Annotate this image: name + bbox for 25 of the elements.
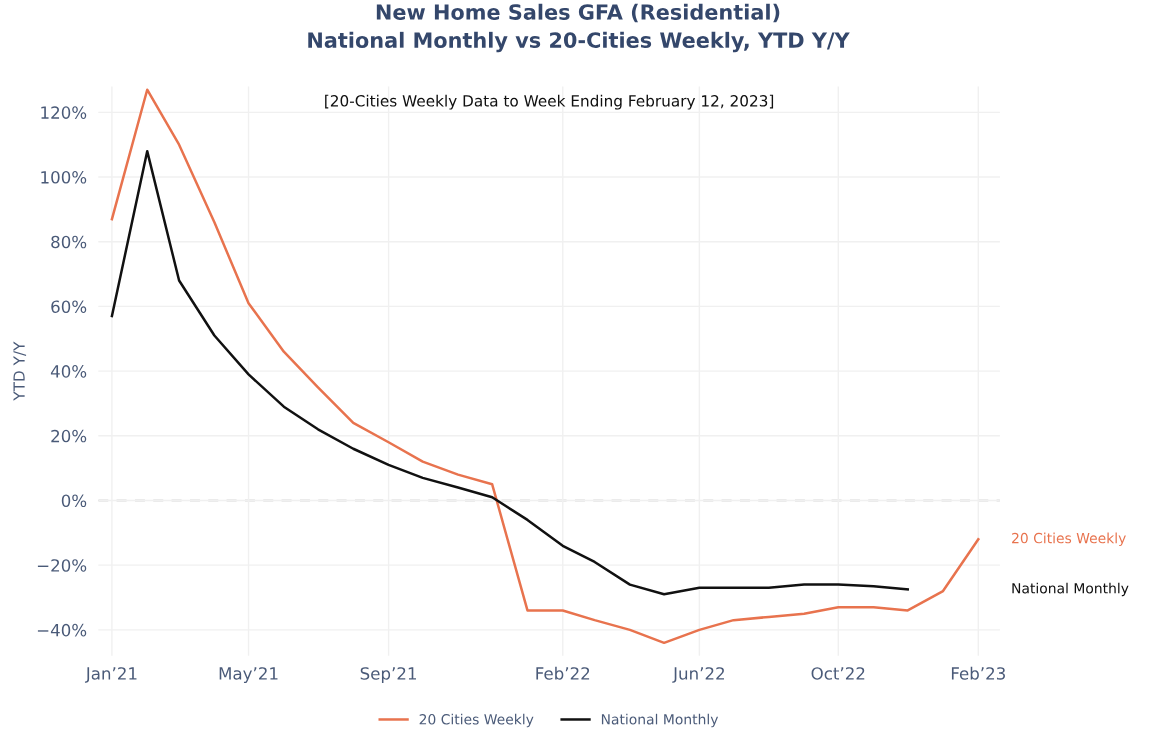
line-series (110, 149, 909, 596)
y-tick-label: 100% (41, 171, 87, 184)
x-tick-label: May’21 (219, 667, 278, 683)
text: 20 Cities Weekly (1012, 532, 1126, 547)
x-tick-label: Sep’21 (360, 667, 416, 683)
y-tick-label: 60% (51, 300, 87, 313)
text: National Monthly (1012, 582, 1129, 597)
y-tick-label: 80% (51, 235, 87, 249)
x-tick-label: Oct’22 (811, 667, 865, 680)
legend-label: 20 Cities Weekly (419, 713, 534, 728)
y-tick-label: 120% (41, 106, 87, 119)
line-series (110, 88, 980, 645)
text: [20-Cities Weekly Data to Week Ending February 12, 2023] (325, 94, 774, 110)
y-tick-label: 0% (61, 494, 87, 508)
y-axis-title: YTD Y/Y (13, 341, 27, 401)
x-tick-label: Jan’21 (84, 667, 137, 683)
legend-label: National Monthly (601, 713, 719, 728)
x-tick-label: Feb’22 (536, 666, 590, 680)
y-tick-label: 20% (51, 429, 87, 443)
y-tick-label: −40% (37, 623, 87, 637)
chart-title: New Home Sales GFA (Residential) National Monthly vs 20-Cities Weekly, YTD Y/Y (308, 3, 850, 53)
x-tick-label: Feb’23 (951, 666, 1005, 680)
y-tick-label: 40% (50, 365, 87, 378)
y-tick-label: −20% (37, 559, 87, 572)
x-tick-label: Jun’22 (672, 667, 724, 683)
